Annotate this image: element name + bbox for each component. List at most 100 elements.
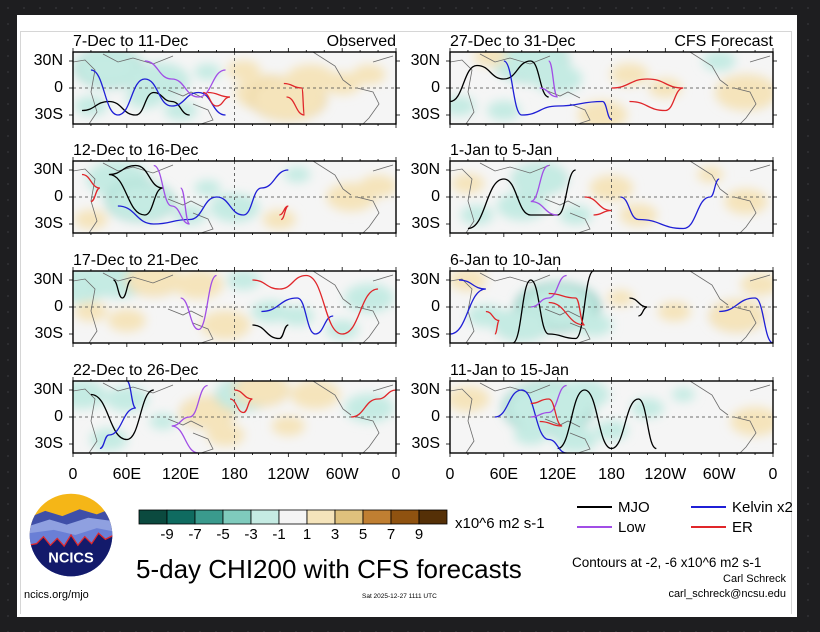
coastline xyxy=(356,416,380,453)
anomaly-blob xyxy=(740,273,773,296)
coastline xyxy=(192,432,214,453)
lat-tick-label: 30N xyxy=(410,161,440,178)
logo-text: NCICS xyxy=(48,551,94,567)
coastline xyxy=(733,306,757,343)
anomaly-blob xyxy=(325,319,359,340)
coastline xyxy=(102,53,174,65)
coastline xyxy=(356,87,380,124)
colorbar-tick-label: -7 xyxy=(188,526,202,543)
contour-kelvin-x2 xyxy=(620,178,720,230)
anomaly-blob xyxy=(494,309,549,341)
coastline xyxy=(167,198,204,208)
lat-tick-label: 30N xyxy=(410,271,440,288)
contour-low xyxy=(144,60,226,98)
anomaly-blob xyxy=(194,63,221,80)
coastline xyxy=(733,416,757,453)
colorbar-tick-label: 7 xyxy=(386,526,396,543)
lat-tick-label: 30N xyxy=(33,161,63,178)
colorbar-bin xyxy=(278,509,308,525)
lon-tick-label: 180 xyxy=(598,466,625,483)
lon-tick-label: 60W xyxy=(702,466,736,483)
anomaly-blob xyxy=(359,174,396,198)
lon-tick-label: 0 xyxy=(68,466,78,483)
coastline xyxy=(312,52,352,87)
anomaly-blob xyxy=(671,387,695,402)
colorbar-bin xyxy=(334,509,364,525)
lat-tick-label: 30S xyxy=(34,435,63,452)
contour-mjo xyxy=(450,60,549,103)
anomaly-blob xyxy=(194,179,221,197)
colorbar-tick-label: 5 xyxy=(358,526,368,543)
coastline xyxy=(73,59,98,124)
contour-kelvin-x2 xyxy=(494,389,567,453)
anomaly-blob xyxy=(76,52,141,87)
coastline xyxy=(544,308,581,318)
anomaly-blob xyxy=(173,271,224,299)
anomaly-blob xyxy=(262,209,297,230)
lon-tick-label: 60E xyxy=(489,466,519,483)
coastline xyxy=(733,87,757,124)
anomaly-blob xyxy=(107,309,146,332)
lat-tick-label: 30N xyxy=(410,52,440,69)
anomaly-blob xyxy=(657,301,691,322)
map-panel xyxy=(69,377,400,457)
coastline xyxy=(312,161,352,196)
contour-er xyxy=(584,196,612,216)
colorbar-bin xyxy=(418,509,448,525)
legend-line-er xyxy=(691,526,726,529)
anomaly-blob xyxy=(105,386,149,412)
anomaly-blob xyxy=(577,100,628,124)
lat-tick-label: 30N xyxy=(410,381,440,398)
coastline xyxy=(192,212,214,233)
colorbar-tick-label: 3 xyxy=(330,526,340,543)
contour-mjo xyxy=(90,389,154,441)
lat-tick-label: 30S xyxy=(411,215,440,232)
coastline xyxy=(689,52,729,87)
colorbar-bin xyxy=(250,509,280,525)
legend-item-kelvin: Kelvin x2 xyxy=(691,500,793,515)
anomaly-blob xyxy=(209,193,260,223)
coastline xyxy=(312,381,352,416)
anomaly-blob xyxy=(284,166,311,183)
coastline xyxy=(167,308,204,318)
site-link[interactable]: ncics.org/mjo xyxy=(24,589,89,601)
panel-title: 6-Jan to 10-Jan xyxy=(450,252,562,269)
anomaly-blob xyxy=(251,300,290,323)
legend-item-er: ER xyxy=(691,520,753,535)
coastline xyxy=(569,103,591,124)
colorbar-tick-label: 1 xyxy=(302,526,312,543)
legend-line-low xyxy=(577,526,612,529)
coastline xyxy=(356,306,380,343)
coastline xyxy=(167,418,204,428)
contour-mjo xyxy=(113,279,132,299)
coastline xyxy=(73,278,98,343)
coastline xyxy=(372,55,394,63)
legend-label: Kelvin x2 xyxy=(732,499,793,516)
panel-title: 11-Jan to 15-Jan xyxy=(450,362,569,379)
lat-tick-label: 0 xyxy=(54,298,63,315)
anomaly-blob xyxy=(730,407,773,436)
anomaly-blob xyxy=(559,381,610,409)
anomaly-blob xyxy=(234,381,289,406)
coastline xyxy=(73,168,98,233)
coastline xyxy=(479,162,551,174)
lat-tick-label: 0 xyxy=(431,188,440,205)
contour-low xyxy=(171,384,208,453)
author-email[interactable]: carl_schreck@ncsu.edu xyxy=(668,588,786,600)
lon-tick-label: 0 xyxy=(391,466,401,483)
coastline xyxy=(450,59,475,124)
anomaly-blob xyxy=(450,96,476,116)
lon-tick-label: 120E xyxy=(161,466,200,483)
lat-tick-label: 0 xyxy=(431,408,440,425)
contour-kelvin-x2 xyxy=(99,381,137,450)
ncics-logo-icon: NCICS xyxy=(29,493,113,577)
contours-note: Contours at -2, -6 x10^6 m2 s-1 xyxy=(572,555,762,570)
lat-tick-label: 30N xyxy=(33,381,63,398)
coastline xyxy=(544,89,581,99)
contour-mjo xyxy=(512,271,595,343)
figure-border xyxy=(20,31,792,614)
contour-er xyxy=(530,398,563,427)
map-panel xyxy=(446,377,777,457)
anomaly-blob xyxy=(89,428,128,451)
legend-line-kelvin xyxy=(691,506,726,509)
